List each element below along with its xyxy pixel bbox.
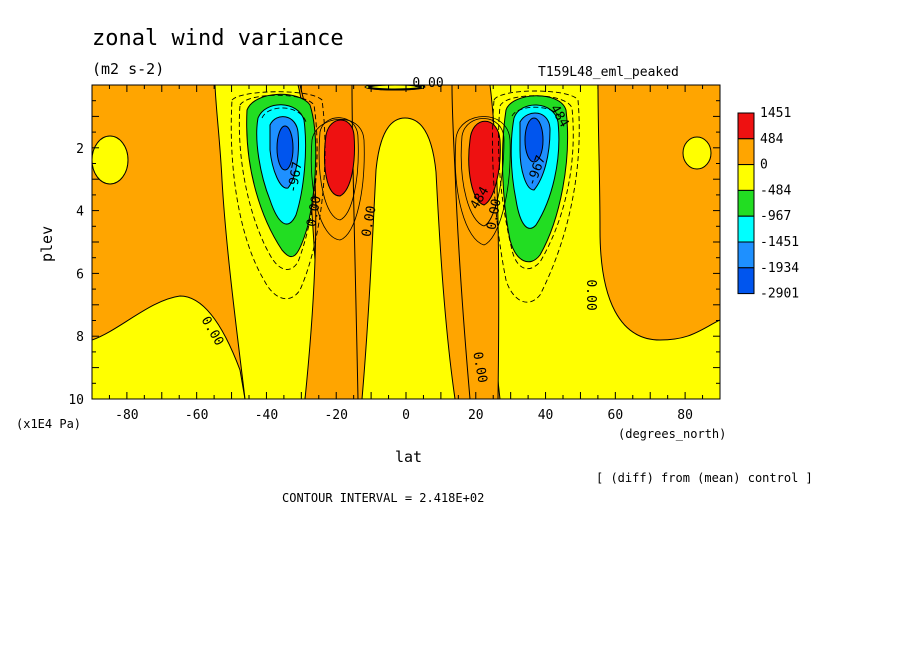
- x-tick-label: -80: [115, 408, 138, 423]
- colorbar: 1451 484 0 -484 -967 -1451 -1934 -2901: [737, 106, 799, 302]
- x-axis-label: lat: [395, 448, 422, 466]
- chart-title: zonal wind variance: [92, 26, 344, 51]
- colorbar-swatch: [737, 138, 755, 166]
- x-tick-label: 80: [677, 408, 693, 423]
- x-tick-label: 20: [468, 408, 484, 423]
- colorbar-label: -967: [760, 209, 791, 224]
- x-tick-label: -20: [324, 408, 347, 423]
- x-tick-label: -40: [255, 408, 278, 423]
- left-negative-core: [246, 93, 317, 258]
- x-tick-label: 40: [538, 408, 554, 423]
- y-tick-label: 10: [68, 393, 84, 408]
- colorbar-label: -1934: [760, 261, 799, 276]
- y-tick-label: 2: [76, 142, 84, 157]
- y-axis: 2 4 6 8 10: [68, 84, 720, 408]
- contour-label: 0.00: [359, 205, 379, 238]
- colorbar-swatch: [737, 164, 755, 191]
- colorbar-label: 484: [760, 132, 784, 147]
- colorbar-label: 0: [760, 158, 768, 173]
- colorbar-swatch: [737, 267, 755, 295]
- dashed-contours: [230, 90, 580, 303]
- colorbar-swatch: [737, 241, 755, 269]
- colorbar-swatch: [737, 215, 755, 243]
- colorbar-swatch: [737, 189, 755, 217]
- diff-annotation: [ (diff) from (mean) control ]: [596, 471, 813, 485]
- contour-lines: [310, 116, 511, 246]
- colorbar-label: 1451: [760, 106, 791, 121]
- y-tick-label: 4: [76, 205, 84, 220]
- y-axis-label: plev: [38, 226, 56, 262]
- contour-interval: CONTOUR INTERVAL = 2.418E+02: [282, 491, 484, 505]
- x-axis: -80 -60 -40 -20 0 20 40 60 80: [91, 85, 721, 423]
- y-tick-label: 8: [76, 330, 84, 345]
- contour-label: 0.00: [484, 198, 504, 231]
- right-negative-core: [502, 95, 569, 263]
- chart-units: (m2 s-2): [92, 60, 164, 78]
- x-tick-label: -60: [185, 408, 208, 423]
- run-label: T159L48_eml_peaked: [538, 65, 679, 80]
- x-tick-label: 0: [402, 408, 410, 423]
- colorbar-swatch: [737, 112, 755, 140]
- y-tick-label: 6: [76, 267, 84, 282]
- contour-label: 0.00: [469, 351, 489, 384]
- x-axis-units: (degrees_north): [618, 427, 726, 441]
- x-tick-label: 60: [608, 408, 624, 423]
- contour-label: -967: [285, 161, 305, 194]
- y-axis-units: (x1E4 Pa): [16, 417, 81, 431]
- contour-label: 0.00: [412, 76, 443, 91]
- contour-label: 0.00: [304, 195, 324, 228]
- colorbar-label: -2901: [760, 287, 799, 302]
- contour-label: 0.00: [583, 279, 598, 310]
- top-island: [368, 85, 422, 91]
- colorbar-label: -1451: [760, 235, 799, 250]
- plot-area: [91, 84, 721, 400]
- colorbar-label: -484: [760, 183, 791, 198]
